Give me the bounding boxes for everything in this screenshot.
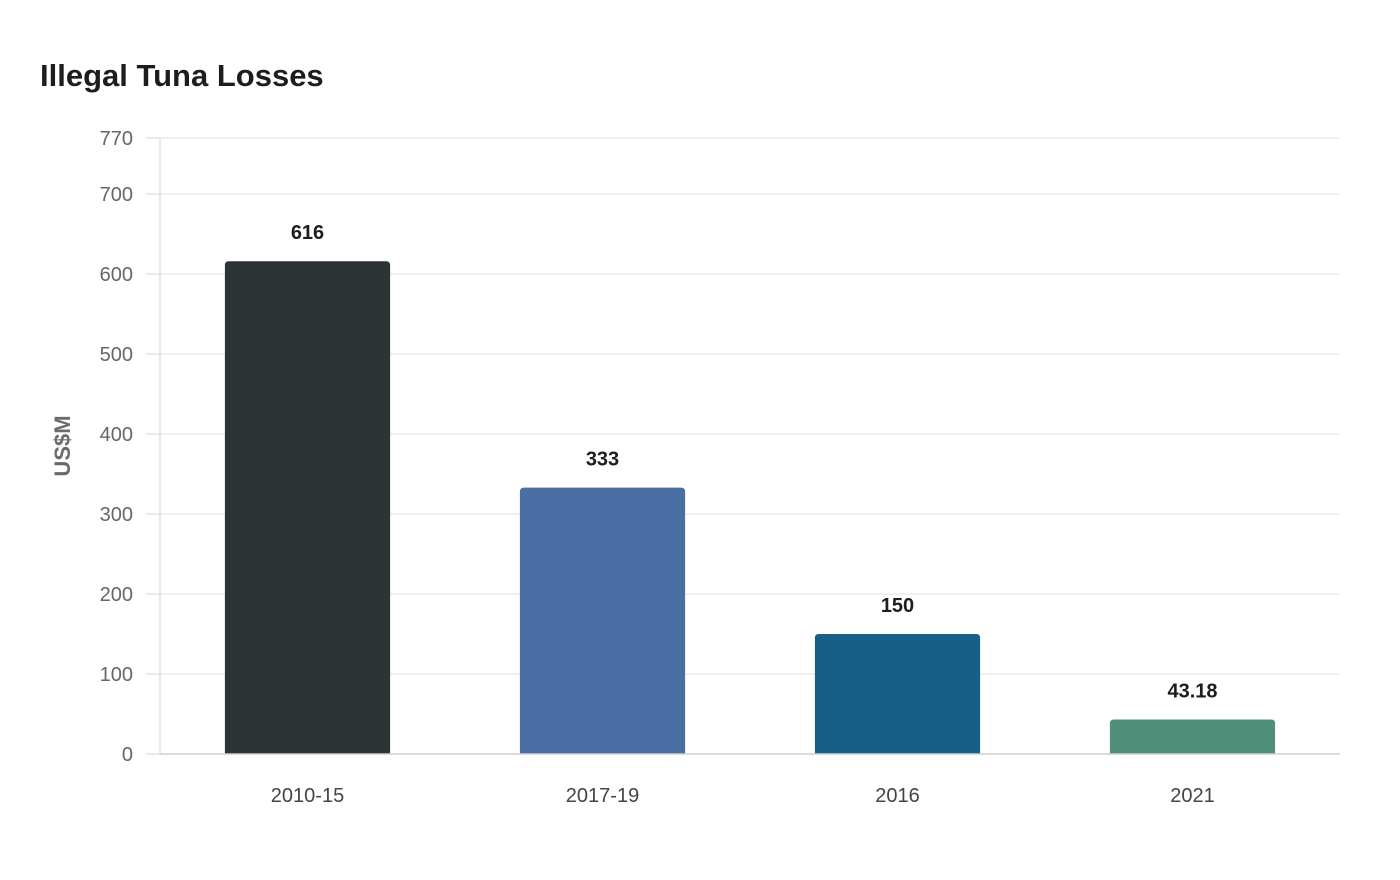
y-axis-ticks: 0 100 200 300 400 500 600 700 770	[100, 128, 160, 766]
value-labels: 616 333 150 43.18	[291, 222, 1218, 702]
y-tick-label: 100	[100, 664, 133, 686]
data-label: 333	[586, 449, 619, 471]
bar-2016	[814, 634, 981, 754]
x-tick-label: 2021	[1170, 785, 1215, 807]
y-tick-label: 770	[100, 128, 133, 150]
data-label: 616	[291, 222, 324, 244]
y-tick-label: 700	[100, 184, 133, 206]
bar-2010-15	[224, 261, 391, 754]
y-tick-label: 0	[122, 744, 133, 766]
x-axis-ticks: 2010-15 2017-19 2016 2021	[271, 785, 1215, 807]
bar-2021	[1109, 719, 1276, 754]
y-axis-label: US$M	[50, 415, 75, 476]
y-tick-label: 600	[100, 264, 133, 286]
chart-title: Illegal Tuna Losses	[40, 58, 324, 93]
x-tick-label: 2010-15	[271, 785, 344, 807]
data-label: 43.18	[1167, 680, 1217, 702]
x-tick-label: 2017-19	[566, 785, 639, 807]
x-tick-label: 2016	[875, 785, 920, 807]
bar-2017-19	[519, 487, 686, 754]
data-label: 150	[881, 595, 914, 617]
y-tick-label: 200	[100, 584, 133, 606]
bars	[224, 261, 1276, 754]
y-tick-label: 400	[100, 424, 133, 446]
y-tick-label: 300	[100, 504, 133, 526]
y-tick-label: 500	[100, 344, 133, 366]
